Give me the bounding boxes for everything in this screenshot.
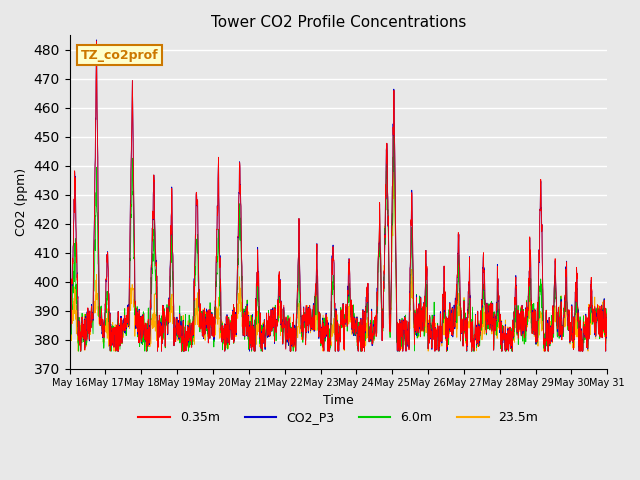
CO2_P3: [572, 302, 579, 308]
Line: 0.35m: 0.35m: [70, 41, 607, 351]
0.35m: [556, 315, 564, 321]
23.5m: [604, 337, 611, 343]
CO2_P3: [216, 252, 224, 258]
Legend: 0.35m, CO2_P3, 6.0m, 23.5m: 0.35m, CO2_P3, 6.0m, 23.5m: [133, 406, 543, 429]
0.35m: [572, 303, 579, 309]
23.5m: [556, 303, 564, 309]
6.0m: [366, 331, 374, 336]
0.35m: [93, 38, 100, 44]
0.35m: [216, 255, 224, 261]
CO2_P3: [93, 37, 100, 43]
23.5m: [383, 147, 390, 153]
6.0m: [216, 303, 223, 309]
CO2_P3: [495, 293, 503, 299]
6.0m: [572, 311, 579, 316]
CO2_P3: [355, 348, 362, 354]
0.35m: [366, 333, 374, 339]
23.5m: [495, 311, 503, 316]
CO2_P3: [66, 307, 74, 312]
X-axis label: Time: Time: [323, 394, 354, 407]
23.5m: [77, 348, 84, 354]
CO2_P3: [604, 331, 611, 336]
6.0m: [66, 312, 74, 318]
Title: Tower CO2 Profile Concentrations: Tower CO2 Profile Concentrations: [211, 15, 466, 30]
6.0m: [75, 348, 83, 354]
0.35m: [495, 292, 503, 298]
23.5m: [366, 327, 374, 333]
Text: TZ_co2prof: TZ_co2prof: [81, 48, 158, 61]
Line: 6.0m: 6.0m: [70, 133, 607, 351]
CO2_P3: [366, 334, 374, 339]
CO2_P3: [77, 348, 84, 354]
6.0m: [604, 336, 611, 341]
0.35m: [355, 348, 362, 354]
6.0m: [495, 306, 503, 312]
6.0m: [556, 304, 564, 310]
0.35m: [66, 306, 74, 312]
CO2_P3: [556, 314, 564, 320]
23.5m: [216, 336, 223, 341]
6.0m: [390, 130, 397, 136]
0.35m: [77, 348, 84, 354]
Y-axis label: CO2 (ppm): CO2 (ppm): [15, 168, 28, 236]
Line: CO2_P3: CO2_P3: [70, 40, 607, 351]
23.5m: [66, 308, 74, 314]
23.5m: [354, 331, 362, 337]
Line: 23.5m: 23.5m: [70, 150, 607, 351]
0.35m: [604, 330, 611, 336]
6.0m: [354, 331, 362, 336]
23.5m: [572, 324, 579, 330]
